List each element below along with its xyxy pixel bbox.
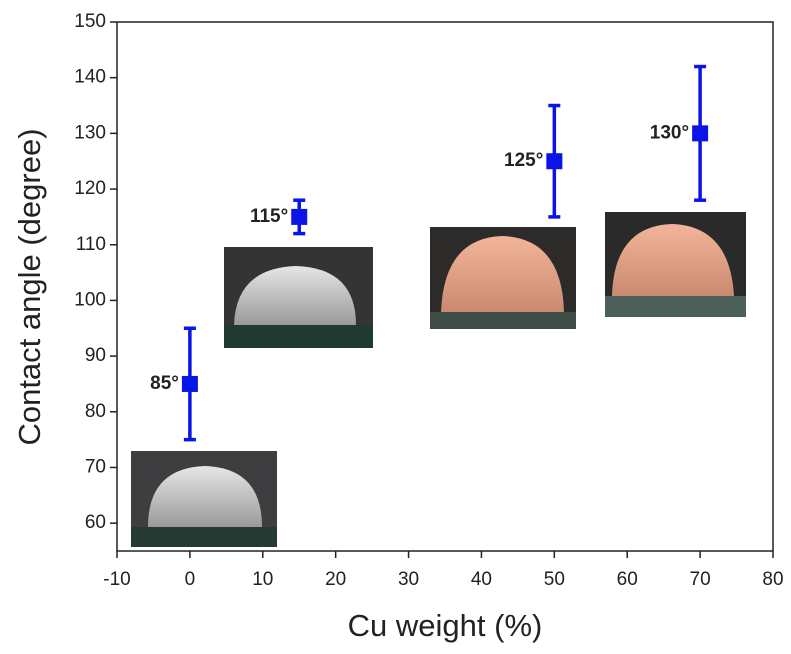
y-tick-label: 130 <box>74 122 106 143</box>
y-tick-label: 80 <box>85 401 106 422</box>
point <box>692 125 709 142</box>
droplet-photo <box>430 227 576 329</box>
droplet-photo <box>605 212 746 317</box>
x-tick-label: 80 <box>762 569 783 590</box>
x-tick-label: 10 <box>252 569 273 590</box>
x-axis-title: Cu weight (%) <box>348 608 543 643</box>
x-tick-label: 20 <box>325 569 346 590</box>
x-tick-label: 30 <box>398 569 419 590</box>
droplet-photo <box>224 247 373 348</box>
y-tick-label: 100 <box>74 289 106 310</box>
value-label: 130° <box>650 122 689 143</box>
droplet-photos <box>131 212 746 547</box>
value-label: 115° <box>250 206 288 227</box>
y-tick-label: 140 <box>74 67 106 88</box>
x-tick-label: 70 <box>690 569 711 590</box>
x-tick-label: 40 <box>471 569 492 590</box>
point <box>291 208 308 225</box>
y-tick-label: 70 <box>85 456 106 477</box>
droplet-photo <box>131 451 277 547</box>
y-axis-title: Contact angle (degree) <box>12 128 47 445</box>
y-tick-label: 150 <box>74 11 106 32</box>
y-tick-label: 120 <box>74 178 106 199</box>
y-tick-label: 60 <box>85 512 106 533</box>
point <box>546 153 563 170</box>
x-tick-label: 50 <box>544 569 565 590</box>
x-tick-label: 0 <box>185 569 196 590</box>
y-tick-label: 110 <box>76 234 106 255</box>
plot-frame <box>116 21 774 552</box>
x-tick-label: -10 <box>103 569 130 590</box>
y-tick-label: 90 <box>85 345 106 366</box>
point <box>181 375 198 392</box>
value-label: 125° <box>504 150 543 171</box>
value-label: 85° <box>150 373 179 394</box>
x-tick-label: 60 <box>617 569 638 590</box>
